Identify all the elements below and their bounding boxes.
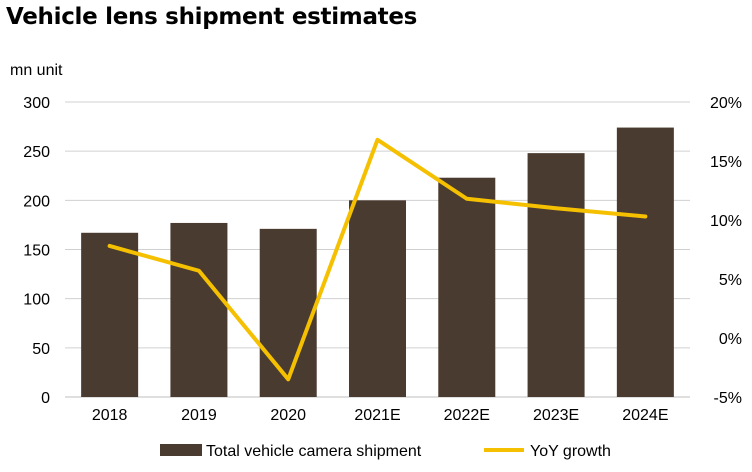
y-tick-label: 250 [23, 144, 50, 161]
right-axis-ticks: -5% 0% 5% 10% 15% 20% [710, 95, 742, 407]
y-tick-label: 200 [23, 193, 50, 210]
y2-tick-label: 20% [710, 95, 742, 112]
x-tick-label: 2024E [622, 407, 668, 424]
bar [616, 127, 674, 398]
legend: Total vehicle camera shipment YoY growth [160, 443, 611, 460]
bar [81, 232, 139, 397]
legend-label: Total vehicle camera shipment [206, 443, 422, 460]
left-axis-ticks: 0 50 100 150 200 250 300 [23, 95, 50, 407]
bar [349, 200, 406, 397]
y2-tick-label: 15% [710, 154, 742, 171]
y-axis-label: mn unit [10, 62, 63, 79]
line-series [107, 137, 648, 382]
bar [438, 177, 496, 397]
x-tick-label: 2021E [354, 407, 400, 424]
x-tick-label: 2023E [533, 407, 579, 424]
bar-series [81, 127, 674, 398]
x-tick-label: 2019 [181, 407, 217, 424]
bar [170, 222, 228, 397]
x-tick-label: 2022E [444, 407, 490, 424]
bar [259, 228, 317, 397]
legend-label: YoY growth [530, 443, 611, 460]
y2-tick-label: 10% [710, 213, 742, 230]
y-tick-label: 100 [23, 292, 50, 309]
chart-title: Vehicle lens shipment estimates [6, 4, 418, 30]
y2-tick-label: 0% [719, 331, 742, 348]
x-tick-label: 2018 [92, 407, 128, 424]
y-tick-label: 300 [23, 95, 50, 112]
bar [527, 153, 585, 397]
y2-tick-label: -5% [714, 390, 742, 407]
y-tick-label: 50 [32, 341, 50, 358]
y2-tick-label: 5% [719, 272, 742, 289]
x-tick-label: 2020 [270, 407, 306, 424]
legend-swatch-bar [160, 444, 202, 456]
x-axis-ticks: 2018 2019 2020 2021E 2022E 2023E 2024E [92, 407, 669, 424]
y-tick-label: 150 [23, 243, 50, 260]
y-tick-label: 0 [41, 390, 50, 407]
